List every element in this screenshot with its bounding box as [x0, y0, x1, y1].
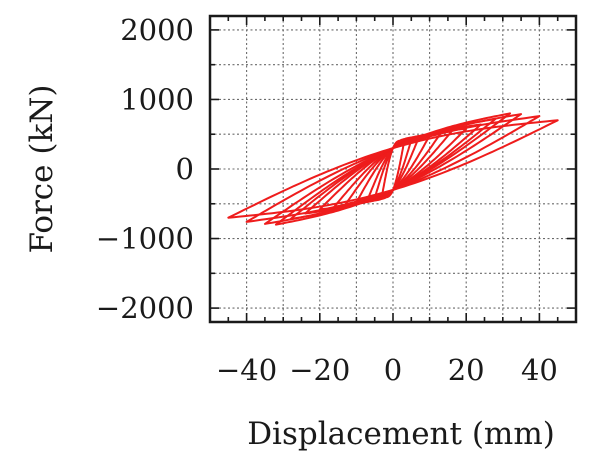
y-tick-label: −2000 — [96, 291, 194, 325]
hysteresis-loop — [227, 119, 559, 219]
y-tick-label: 1000 — [120, 82, 194, 116]
grid — [210, 16, 576, 322]
tick-marks — [209, 16, 577, 322]
x-tick-label: 20 — [448, 353, 485, 387]
x-tick-labels: −40 −20 0 20 40 — [216, 353, 558, 387]
series-hysteresis — [227, 112, 559, 226]
x-tick-label: −40 — [216, 353, 277, 387]
y-tick-label: 2000 — [120, 13, 194, 47]
y-tick-label: 0 — [176, 152, 194, 186]
hysteresis-loop — [245, 115, 541, 223]
x-tick-label: −20 — [289, 353, 350, 387]
y-axis-title: Force (kN) — [24, 85, 60, 254]
y-tick-labels: 2000 1000 0 −1000 −2000 — [96, 13, 194, 325]
x-tick-label: 0 — [384, 353, 402, 387]
x-tick-label: 40 — [521, 353, 558, 387]
hysteresis-loop — [263, 113, 523, 225]
x-axis-title: Displacement (mm) — [247, 416, 555, 452]
hysteresis-loop — [274, 112, 512, 226]
y-tick-label: −1000 — [96, 222, 194, 256]
